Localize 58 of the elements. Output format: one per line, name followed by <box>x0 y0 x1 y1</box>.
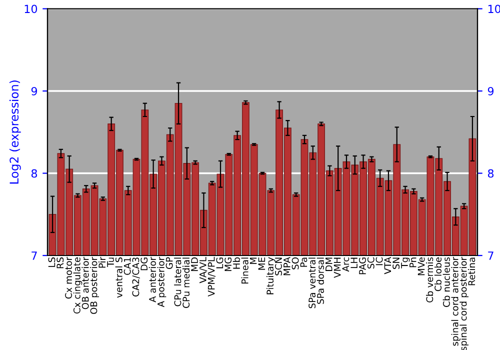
y2-tick-label: 8 <box>488 169 494 178</box>
x-tick-label: LS <box>48 257 56 267</box>
x-tick-label: VPM/VPL <box>208 256 216 297</box>
x-tick-label: CA1 <box>124 258 131 275</box>
x-tick-label: A anterior <box>148 256 156 302</box>
x-tick-label: spinal cord anterior <box>451 256 460 346</box>
x-tick-label: OB posterior <box>90 256 99 314</box>
x-tick-label: Pineal <box>241 258 248 284</box>
x-tick-label: GP <box>166 257 173 270</box>
x-tick-label: Pa <box>300 258 308 267</box>
y-axis-title: Log2 (expression) <box>9 80 21 184</box>
x-tick-label: Cb vermis <box>426 257 434 302</box>
y-tick-label: 9 <box>31 86 37 96</box>
y2-tick-label: 9 <box>488 86 494 96</box>
x-tick-label: VA/VL <box>200 256 208 284</box>
x-tick-label: MPA <box>284 256 290 276</box>
x-tick-label: SPa ventral <box>308 258 316 308</box>
x-tick-label: RS <box>56 257 64 268</box>
x-tick-label: SC <box>367 257 374 269</box>
x-tick-label: DM <box>326 258 332 271</box>
x-tick-label: MD <box>191 257 198 271</box>
x-tick-label: ventral S <box>115 257 122 298</box>
x-tick-label: Retina <box>468 258 476 286</box>
x-tick-label: A posterior <box>157 256 166 308</box>
y-tick-label: 8 <box>31 169 38 178</box>
x-tick-label: SO <box>292 257 299 270</box>
x-tick-label: PAG <box>359 258 366 274</box>
x-tick-label: OB anterior <box>82 256 89 310</box>
x-tick-label: VTA <box>384 256 392 274</box>
x-tick-label: SPa dorsal <box>316 258 324 304</box>
x-tick-label: VMH <box>334 258 341 278</box>
y-tick-label: 10 <box>24 4 38 14</box>
x-tick-label: Cx motor <box>65 256 72 299</box>
y2-tick-label: 7 <box>488 252 494 260</box>
x-tick-label: SCN <box>275 258 282 276</box>
x-tick-label: CPu medial <box>182 258 190 308</box>
x-tick-label: SN <box>392 258 400 269</box>
y-tick-label: 7 <box>32 252 37 260</box>
x-tick-label: CPu lateral <box>174 258 182 306</box>
x-tick-label: M <box>250 258 257 264</box>
x-tick-label: Cx cingulate <box>73 257 82 314</box>
x-tick-label: MG <box>224 258 232 271</box>
x-tick-label: Cb nucleus <box>442 257 450 307</box>
x-tick-label: ME <box>258 257 266 270</box>
x-tick-label: Hb <box>232 257 240 269</box>
x-tick-label: IC <box>376 257 383 266</box>
x-tick-label: Pituitary <box>266 257 276 294</box>
x-tick-label: Tu <box>107 258 114 267</box>
x-tick-label: CA2/CA3 <box>132 258 140 296</box>
x-tick-label: Pn <box>410 258 416 268</box>
x-tick-label: Pir <box>98 256 106 268</box>
x-tick-label: LG <box>216 258 224 268</box>
x-tick-label: Cb lobe <box>434 257 442 292</box>
x-tick-label: Arc <box>342 257 350 272</box>
x-tick-label: DG <box>140 258 148 270</box>
x-tick-label: Tg <box>401 258 410 268</box>
x-tick-label: MVe <box>418 257 425 276</box>
x-tick-label: LH <box>350 258 358 268</box>
